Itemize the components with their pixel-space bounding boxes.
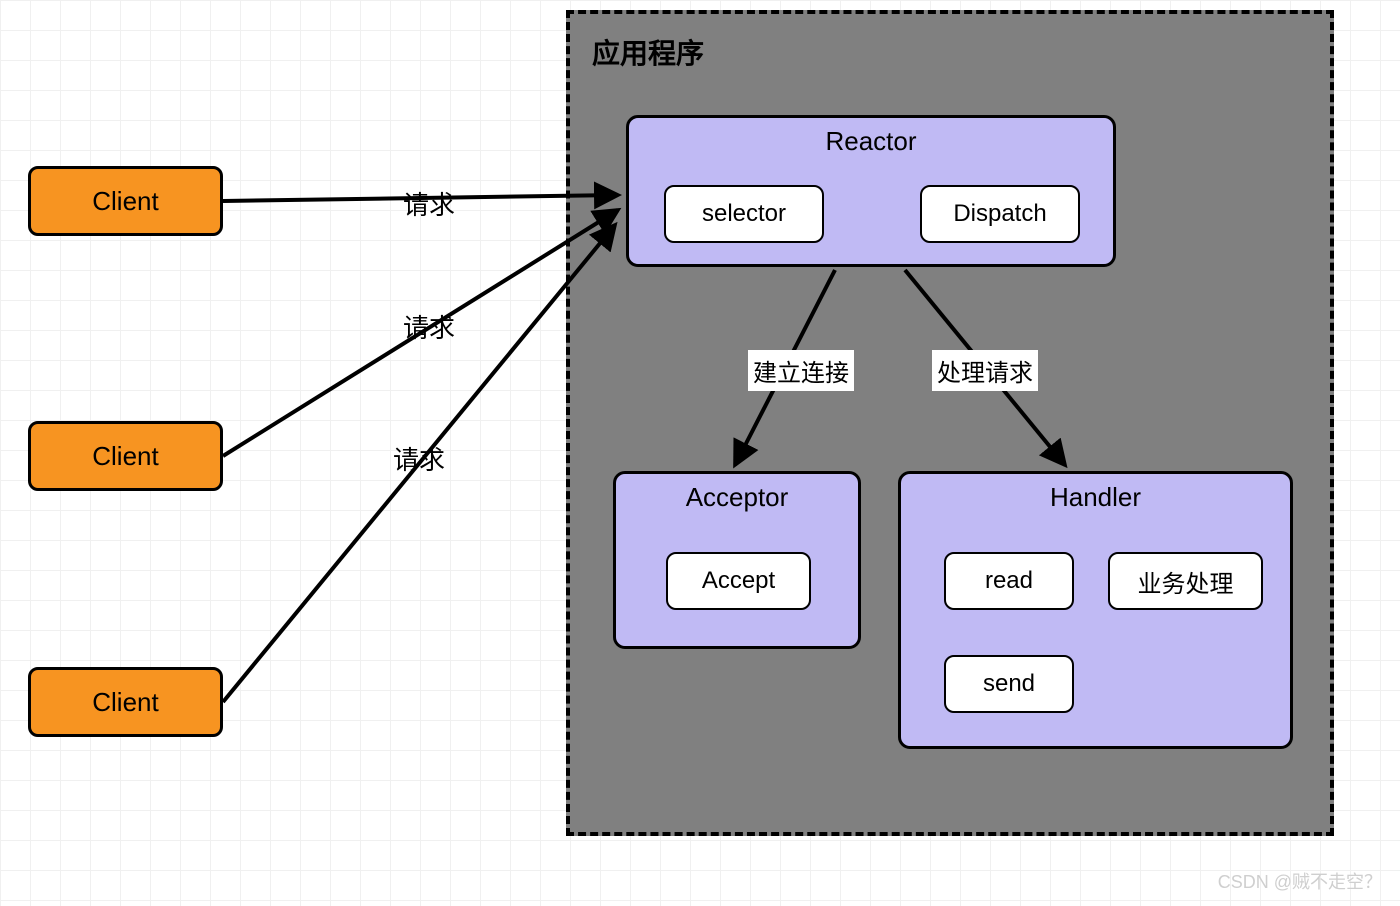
edge-label-establish: 建立连接: [748, 350, 854, 391]
business-label: 业务处理: [1138, 564, 1234, 599]
handler-title: Handler: [901, 474, 1290, 513]
client-node-1: Client: [28, 166, 223, 236]
application-title: 应用程序: [592, 32, 1308, 72]
send-pill: send: [944, 655, 1074, 713]
edge-label-process: 处理请求: [932, 350, 1038, 391]
accept-pill: Accept: [666, 552, 811, 610]
client-label: Client: [92, 687, 158, 718]
watermark-text: CSDN @贼不走空？: [1218, 868, 1382, 894]
reactor-title: Reactor: [629, 118, 1113, 157]
edge-label-request-1: 请求: [403, 185, 455, 222]
diagram-canvas: Client Client Client 应用程序 Reactor select…: [0, 0, 1400, 906]
client-label: Client: [92, 441, 158, 472]
business-pill: 业务处理: [1108, 552, 1263, 610]
edge-label-request-3: 请求: [393, 440, 445, 477]
dispatch-label: Dispatch: [953, 200, 1046, 228]
client-node-3: Client: [28, 667, 223, 737]
dispatch-pill: Dispatch: [920, 185, 1080, 243]
acceptor-title: Acceptor: [616, 474, 858, 513]
read-label: read: [985, 567, 1033, 595]
client-label: Client: [92, 186, 158, 217]
send-label: send: [983, 670, 1035, 698]
accept-label: Accept: [702, 567, 775, 595]
selector-pill: selector: [664, 185, 824, 243]
client-node-2: Client: [28, 421, 223, 491]
read-pill: read: [944, 552, 1074, 610]
selector-label: selector: [702, 200, 786, 228]
edge-label-request-2: 请求: [403, 308, 455, 345]
